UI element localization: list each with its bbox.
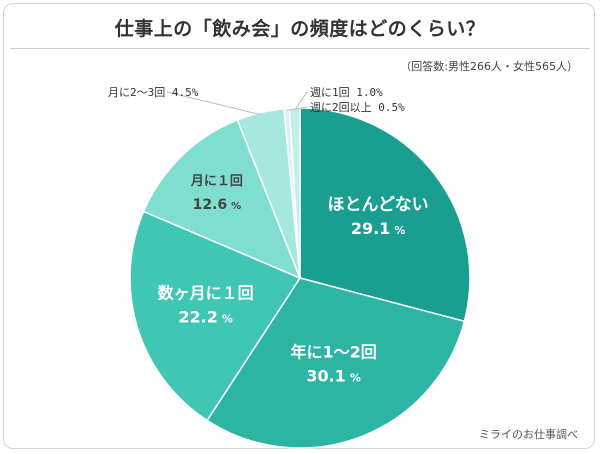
slice-category-label: 数ヶ月に１回 <box>158 284 254 303</box>
callout-label: 月に2〜3回 4.5% <box>108 86 199 99</box>
callout-label: 週に2回以上 0.5% <box>310 101 405 114</box>
leader-line <box>294 91 308 111</box>
chart-title: 仕事上の「飲み会」の頻度はどのくらい？ <box>114 18 486 40</box>
leader-line <box>286 106 308 111</box>
leader-line <box>166 91 261 116</box>
title-divider <box>10 48 590 49</box>
slice-category-label: 月に１回 <box>190 174 243 189</box>
slice-category-label: 年に1〜2回 <box>290 342 376 361</box>
sample-size-note: （回答数:男性266人・女性565人） <box>400 60 578 73</box>
pie-slice <box>299 107 471 323</box>
pie-slice <box>129 210 302 422</box>
pie-slice <box>206 277 466 449</box>
slice-category-label: ほとんどない <box>328 195 429 215</box>
pie-slice <box>142 118 302 280</box>
source-credit: ミライのお仕事調べ <box>479 428 578 441</box>
callout-label: 週に1回 1.0% <box>310 86 383 99</box>
